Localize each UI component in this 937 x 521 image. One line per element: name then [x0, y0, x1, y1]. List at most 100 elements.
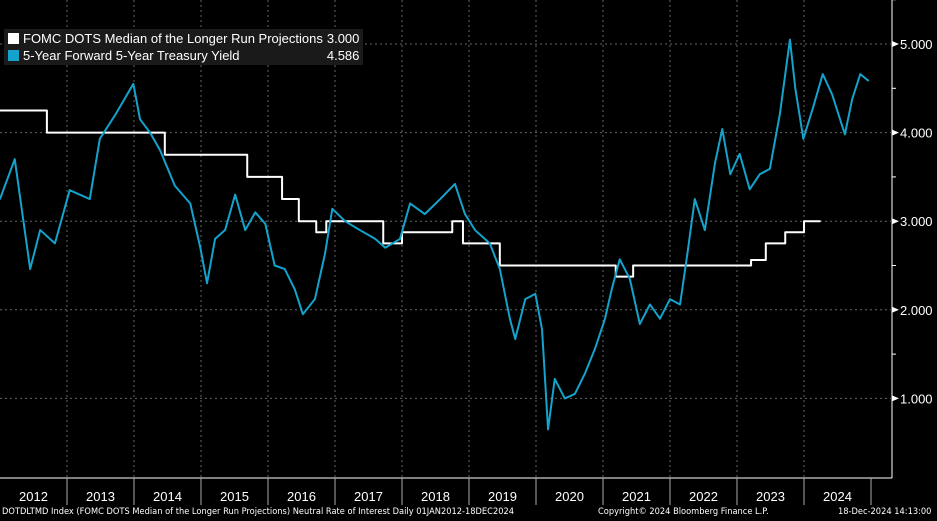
- data-point: [867, 79, 870, 82]
- footer-copyright: Copyright© 2024 Bloomberg Finance L.P.: [598, 507, 769, 517]
- data-point: [794, 87, 797, 90]
- data-point: [584, 372, 586, 375]
- data-point: [594, 347, 596, 350]
- x-tick-label: 2012: [19, 489, 48, 504]
- data-point: [729, 173, 732, 176]
- data-point: [314, 298, 316, 300]
- x-tick-label: 2014: [153, 489, 182, 504]
- y-tick-marker: [892, 129, 899, 136]
- x-tick-label: 2018: [421, 489, 450, 504]
- legend-value: 4.586: [326, 48, 360, 63]
- data-point: [649, 303, 651, 306]
- y-tick-marker: [892, 306, 899, 313]
- y-tick-marker: [892, 395, 899, 402]
- data-point: [315, 231, 318, 234]
- data-point: [384, 246, 387, 249]
- data-point: [679, 303, 681, 306]
- data-point: [382, 242, 385, 245]
- data-point: [714, 162, 716, 165]
- data-point: [409, 202, 411, 205]
- x-tick-label: 2020: [555, 489, 584, 504]
- data-point: [464, 213, 466, 215]
- data-point: [819, 220, 821, 222]
- fomc-dots-step-line: [0, 109, 821, 278]
- data-point: [859, 73, 862, 75]
- data-point: [281, 198, 283, 200]
- data-point: [629, 277, 631, 280]
- data-point: [206, 282, 208, 285]
- data-point: [264, 223, 267, 225]
- data-point: [325, 220, 328, 222]
- data-point: [779, 113, 781, 115]
- data-point: [302, 313, 304, 316]
- data-point: [234, 193, 236, 196]
- data-point: [693, 198, 696, 200]
- data-point: [273, 264, 276, 267]
- data-point: [748, 188, 751, 191]
- data-point: [547, 428, 549, 431]
- data-point: [474, 229, 476, 231]
- data-point: [462, 242, 464, 245]
- y-tick-label: 4.000: [900, 126, 933, 141]
- data-point: [769, 168, 771, 170]
- treasury-yield-line: [0, 38, 869, 431]
- data-point: [738, 153, 741, 155]
- data-point: [758, 173, 761, 176]
- data-point: [541, 328, 543, 331]
- data-point: [39, 229, 41, 231]
- x-tick-label: 2021: [622, 489, 651, 504]
- x-tick-label: 2023: [756, 489, 785, 504]
- y-tick-label: 3.000: [900, 214, 933, 229]
- legend-swatch-white: [8, 33, 19, 44]
- data-point: [174, 184, 176, 187]
- y-tick-label: 5.000: [900, 37, 933, 52]
- data-point: [164, 153, 166, 156]
- data-point: [0, 198, 1, 200]
- data-point: [0, 109, 1, 112]
- legend-item-fomc-dots: FOMC DOTS Median of the Longer Run Proje…: [8, 30, 359, 47]
- data-point: [553, 378, 556, 380]
- y-tick-label: 2.000: [900, 303, 933, 318]
- footer-source: DOTDLTMD Index (FOMC DOTS Median of the …: [2, 507, 515, 517]
- y-tick-label: 1.000: [900, 391, 933, 406]
- data-point: [159, 149, 161, 152]
- legend-label: FOMC DOTS Median of the Longer Run Proje…: [23, 31, 323, 46]
- data-point: [244, 229, 247, 231]
- data-point: [618, 258, 621, 261]
- data-point: [331, 207, 334, 210]
- x-tick-label: 2019: [488, 489, 517, 504]
- data-point: [88, 198, 91, 200]
- data-point: [214, 238, 216, 240]
- data-point: [423, 213, 426, 215]
- legend-swatch-blue: [8, 50, 19, 61]
- data-point: [114, 114, 117, 116]
- y-tick-marker: [892, 218, 899, 225]
- x-tick-label: 2015: [220, 489, 249, 504]
- data-point: [224, 229, 226, 231]
- data-point: [514, 338, 517, 340]
- data-point: [499, 268, 501, 270]
- data-point: [765, 242, 767, 245]
- data-point: [659, 317, 661, 320]
- data-point: [139, 118, 141, 121]
- data-point: [199, 246, 202, 249]
- data-point: [29, 268, 31, 270]
- data-point: [844, 133, 846, 136]
- data-point: [811, 107, 814, 110]
- data-point: [374, 238, 377, 240]
- data-point: [789, 38, 791, 41]
- data-point: [687, 247, 689, 250]
- data-point: [149, 131, 151, 134]
- data-point: [784, 231, 787, 234]
- legend-value: 3.000: [326, 31, 360, 46]
- data-point: [439, 198, 441, 200]
- data-point: [821, 73, 824, 75]
- data-point: [189, 202, 192, 205]
- data-point: [704, 229, 706, 231]
- legend: FOMC DOTS Median of the Longer Run Proje…: [4, 29, 364, 65]
- x-tick-label: 2022: [689, 489, 718, 504]
- x-tick-label: 2024: [823, 489, 852, 504]
- data-point: [802, 138, 805, 140]
- data-point: [803, 220, 805, 222]
